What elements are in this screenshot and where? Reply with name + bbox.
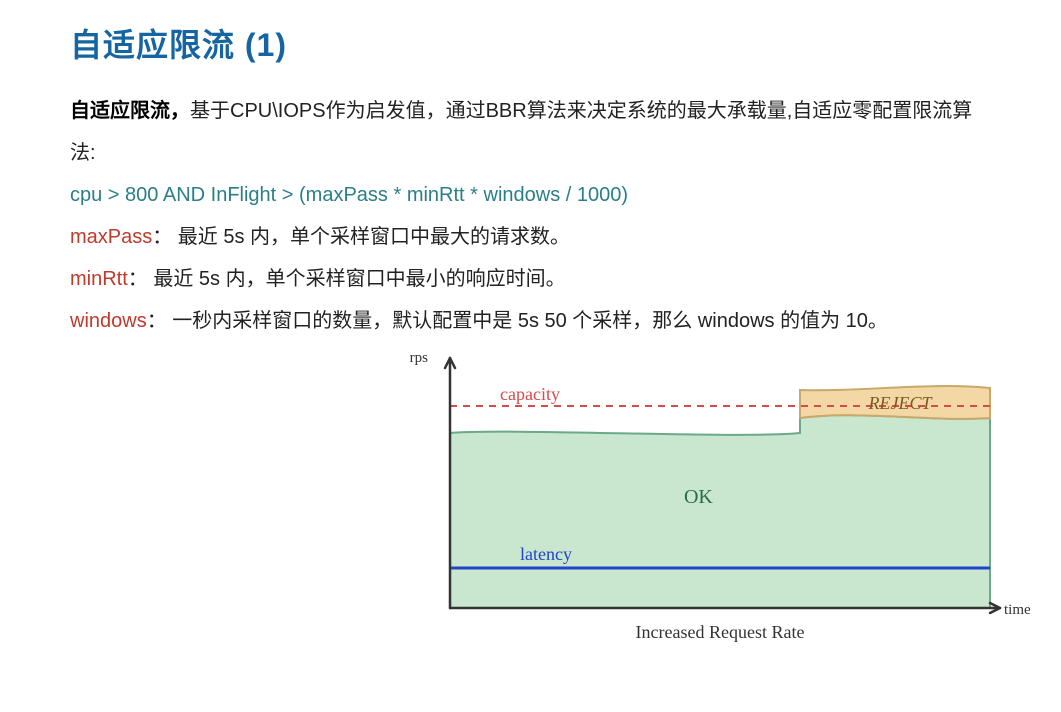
body-text: 自适应限流，基于CPU\IOPS作为启发值，通过BBR算法来决定系统的最大承载量… bbox=[70, 90, 991, 342]
def-minrtt: minRtt： 最近 5s 内，单个采样窗口中最小的响应时间。 bbox=[70, 258, 991, 300]
intro-bold: 自适应限流， bbox=[70, 100, 190, 122]
intro-paragraph: 自适应限流，基于CPU\IOPS作为启发值，通过BBR算法来决定系统的最大承载量… bbox=[70, 90, 991, 174]
ok-label: OK bbox=[684, 486, 713, 508]
capacity-label: capacity bbox=[500, 384, 560, 404]
def-maxpass: maxPass： 最近 5s 内，单个采样窗口中最大的请求数。 bbox=[70, 216, 991, 258]
reject-label: REJECT bbox=[868, 393, 934, 413]
chart-svg: rps time capacity REJECT OK latency Increased … bbox=[410, 348, 1030, 648]
formula-line: cpu > 800 AND InFlight > (maxPass * minR… bbox=[70, 174, 991, 216]
desc-maxpass: ： 最近 5s 内，单个采样窗口中最大的请求数。 bbox=[152, 226, 570, 248]
rate-limit-chart: rps time capacity REJECT OK latency Increased … bbox=[410, 348, 1030, 648]
y-axis-label: rps bbox=[410, 350, 428, 366]
ok-region bbox=[450, 415, 990, 608]
term-minrtt: minRtt bbox=[70, 268, 128, 290]
x-axis-label: time bbox=[1004, 602, 1030, 618]
def-windows: windows： 一秒内采样窗口的数量，默认配置中是 5s 50 个采样，那么 … bbox=[70, 300, 991, 342]
page-title: 自适应限流 (1) bbox=[70, 20, 991, 66]
slide-page: 自适应限流 (1) 自适应限流，基于CPU\IOPS作为启发值，通过BBR算法来… bbox=[0, 0, 1061, 648]
latency-label: latency bbox=[520, 544, 572, 564]
term-windows: windows bbox=[70, 310, 147, 332]
desc-minrtt: ： 最近 5s 内，单个采样窗口中最小的响应时间。 bbox=[128, 268, 566, 290]
desc-windows: ： 一秒内采样窗口的数量，默认配置中是 5s 50 个采样，那么 windows… bbox=[147, 310, 888, 332]
intro-rest: 基于CPU\IOPS作为启发值，通过BBR算法来决定系统的最大承载量,自适应零配… bbox=[70, 100, 972, 164]
term-maxpass: maxPass bbox=[70, 226, 152, 248]
chart-caption: Increased Request Rate bbox=[636, 622, 805, 642]
